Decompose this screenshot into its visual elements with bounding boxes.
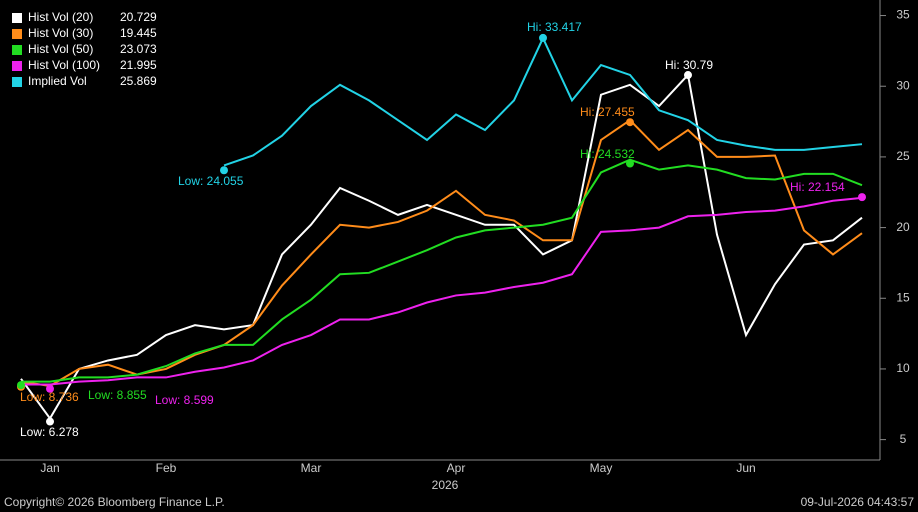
legend-swatch <box>12 61 22 71</box>
annotation-label: Low: 8.736 <box>20 390 79 404</box>
annotation-label: Hi: 30.79 <box>665 58 713 72</box>
x-tick-label: May <box>590 461 613 475</box>
footer-timestamp: 09-Jul-2026 04:43:57 <box>801 495 915 509</box>
y-tick-label: 15 <box>896 290 910 304</box>
y-tick-label: 20 <box>896 220 910 234</box>
legend-value: 20.729 <box>120 10 157 24</box>
annotation-dot <box>220 166 228 175</box>
annotation-label: Hi: 33.417 <box>527 20 582 34</box>
annotation-label: Hi: 24.532 <box>580 147 635 161</box>
legend-label: Implied Vol <box>28 74 87 88</box>
legend-label: Hist Vol (100) <box>28 58 100 72</box>
annotation-label: Low: 8.855 <box>88 388 147 402</box>
y-tick-label: 5 <box>900 432 907 446</box>
legend-label: Hist Vol (50) <box>28 42 93 56</box>
annotation-label: Hi: 27.455 <box>580 105 635 119</box>
annotation-dot <box>46 384 54 393</box>
annotation-dot <box>684 71 692 80</box>
x-tick-label: Apr <box>447 461 466 475</box>
annotation-dot <box>626 159 634 168</box>
x-tick-label: Mar <box>301 461 322 475</box>
annotation-dot <box>858 193 866 202</box>
legend-value: 25.869 <box>120 74 157 88</box>
legend-swatch <box>12 29 22 39</box>
series-line <box>20 72 863 421</box>
legend-swatch <box>12 13 22 23</box>
legend-box <box>4 6 164 94</box>
annotation-dot <box>17 381 25 390</box>
legend-value: 21.995 <box>120 58 157 72</box>
plot-area <box>20 35 863 421</box>
annotation-dot <box>626 118 634 127</box>
annotation-label: Hi: 22.154 <box>790 180 845 194</box>
annotation-label: Low: 8.599 <box>155 393 214 407</box>
legend-value: 23.073 <box>120 42 157 56</box>
annotation-dot <box>46 417 54 426</box>
y-tick-label: 10 <box>896 361 910 375</box>
legend-label: Hist Vol (30) <box>28 26 93 40</box>
annotation-label: Low: 24.055 <box>178 174 244 188</box>
x-tick-label: Jun <box>736 461 755 475</box>
legend-swatch <box>12 77 22 87</box>
y-tick-label: 30 <box>896 78 910 92</box>
y-tick-label: 35 <box>896 8 910 22</box>
series-line <box>21 158 863 383</box>
series-line <box>21 196 863 386</box>
x-tick-label: Feb <box>156 461 177 475</box>
series-line <box>20 118 863 387</box>
legend-label: Hist Vol (20) <box>28 10 93 24</box>
legend-swatch <box>12 45 22 55</box>
annotation-dot <box>539 33 547 42</box>
x-tick-label: Jan <box>40 461 59 475</box>
footer-copyright: Copyright© 2026 Bloomberg Finance L.P. <box>4 495 225 509</box>
annotation-label: Low: 6.278 <box>20 425 79 439</box>
y-tick-label: 25 <box>896 149 910 163</box>
x-axis-label: 2026 <box>432 478 459 492</box>
legend-value: 19.445 <box>120 26 157 40</box>
